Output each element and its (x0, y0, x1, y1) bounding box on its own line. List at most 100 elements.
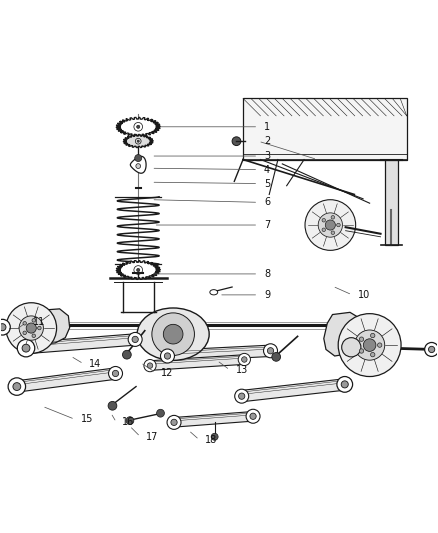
Circle shape (322, 219, 325, 222)
Circle shape (160, 349, 174, 363)
Circle shape (135, 138, 141, 144)
Circle shape (242, 357, 247, 362)
Circle shape (378, 343, 382, 348)
Text: 3: 3 (264, 151, 270, 161)
Circle shape (32, 334, 35, 337)
Text: 7: 7 (264, 220, 270, 230)
Circle shape (305, 200, 356, 251)
Polygon shape (131, 156, 146, 173)
Text: 9: 9 (264, 290, 270, 300)
Text: 17: 17 (146, 432, 159, 442)
FancyBboxPatch shape (385, 159, 398, 245)
Circle shape (152, 313, 194, 356)
Circle shape (272, 352, 281, 361)
Ellipse shape (210, 289, 218, 295)
Circle shape (171, 419, 177, 425)
Circle shape (17, 340, 35, 357)
Circle shape (13, 383, 21, 391)
Circle shape (147, 363, 153, 368)
Circle shape (134, 123, 142, 131)
Text: 1: 1 (264, 122, 270, 132)
Circle shape (428, 346, 435, 353)
Circle shape (325, 220, 336, 230)
Polygon shape (24, 334, 137, 354)
Polygon shape (116, 261, 160, 279)
Circle shape (235, 389, 249, 403)
Circle shape (109, 367, 123, 381)
Circle shape (318, 213, 343, 237)
Polygon shape (173, 411, 254, 427)
Circle shape (137, 125, 140, 128)
Circle shape (232, 137, 241, 146)
Circle shape (246, 409, 260, 423)
Circle shape (156, 409, 164, 417)
Text: 10: 10 (358, 290, 370, 300)
Circle shape (337, 223, 340, 227)
Circle shape (108, 401, 117, 410)
Text: 15: 15 (81, 414, 93, 424)
Ellipse shape (136, 164, 141, 168)
Circle shape (250, 413, 256, 419)
Text: 18: 18 (205, 435, 217, 445)
Circle shape (163, 325, 183, 344)
Circle shape (123, 350, 131, 359)
Circle shape (22, 344, 30, 352)
Text: 16: 16 (122, 417, 134, 427)
Circle shape (342, 338, 361, 357)
Circle shape (132, 336, 138, 343)
Polygon shape (166, 345, 272, 362)
Text: 6: 6 (264, 197, 270, 207)
Text: 11: 11 (32, 317, 45, 327)
Circle shape (0, 324, 6, 330)
Circle shape (128, 333, 142, 346)
Circle shape (341, 381, 348, 388)
Circle shape (331, 215, 335, 219)
Circle shape (371, 352, 375, 357)
Circle shape (32, 319, 35, 322)
Polygon shape (35, 309, 70, 344)
Circle shape (331, 231, 335, 235)
Circle shape (359, 349, 364, 353)
Ellipse shape (148, 318, 159, 333)
Circle shape (364, 339, 376, 351)
Polygon shape (324, 312, 363, 356)
Circle shape (144, 359, 156, 372)
FancyBboxPatch shape (243, 99, 407, 159)
Circle shape (19, 316, 43, 340)
Polygon shape (124, 135, 153, 148)
Polygon shape (15, 368, 117, 392)
Polygon shape (116, 117, 160, 136)
Circle shape (6, 303, 57, 353)
Circle shape (23, 331, 26, 335)
Text: 8: 8 (264, 269, 270, 279)
Circle shape (126, 417, 134, 425)
Text: 13: 13 (236, 365, 248, 375)
Text: 5: 5 (264, 179, 270, 189)
Circle shape (26, 323, 36, 333)
Circle shape (137, 140, 139, 142)
Circle shape (164, 353, 171, 359)
Circle shape (322, 228, 325, 231)
Circle shape (113, 370, 119, 377)
Circle shape (267, 348, 274, 354)
Text: 12: 12 (161, 368, 174, 377)
Polygon shape (240, 379, 346, 402)
Circle shape (238, 353, 251, 366)
Circle shape (167, 415, 181, 430)
Ellipse shape (137, 308, 209, 360)
Circle shape (23, 321, 26, 325)
Circle shape (354, 330, 385, 360)
Text: 2: 2 (264, 136, 270, 146)
Circle shape (134, 265, 142, 274)
Text: 14: 14 (89, 359, 102, 369)
Circle shape (338, 313, 401, 376)
Text: 4: 4 (264, 165, 270, 175)
Circle shape (371, 333, 375, 338)
Circle shape (264, 344, 278, 358)
Circle shape (211, 433, 218, 440)
Circle shape (38, 326, 41, 330)
Circle shape (135, 155, 142, 161)
Circle shape (359, 337, 364, 341)
Circle shape (337, 376, 353, 392)
Circle shape (0, 319, 11, 335)
